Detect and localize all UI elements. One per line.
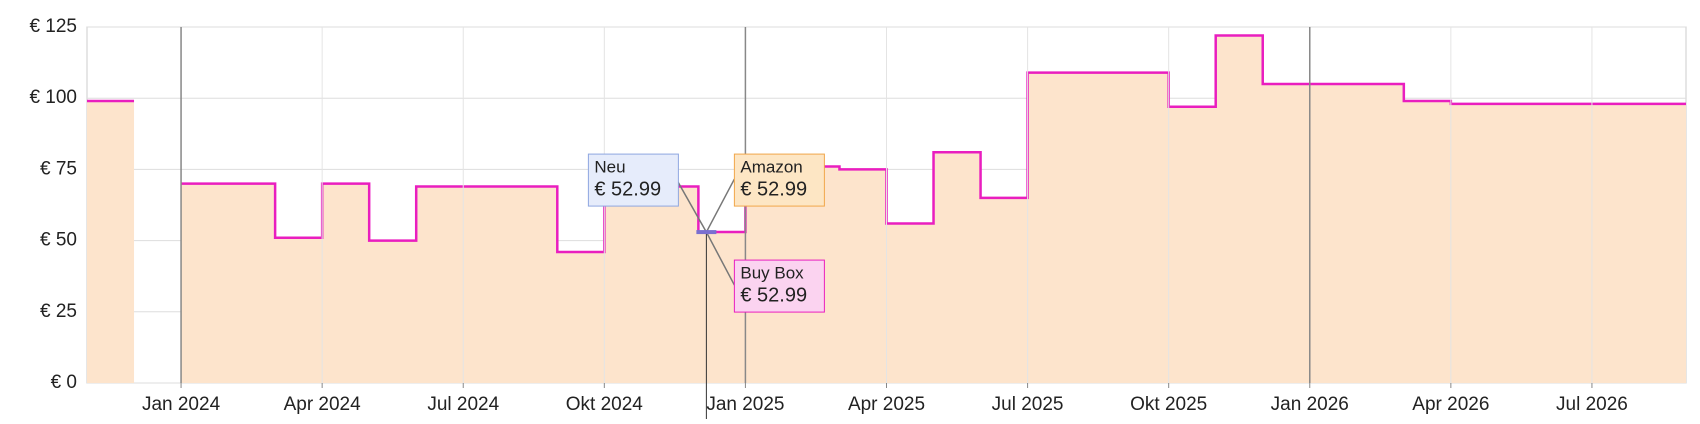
x-tick-label: Apr 2026	[1412, 394, 1489, 415]
cursor-marker	[696, 230, 717, 235]
tooltip-connector	[705, 231, 736, 286]
tooltip: Amazon€ 52.99	[705, 153, 825, 233]
tooltip-box	[587, 153, 679, 207]
tooltip-label: Buy Box	[740, 264, 804, 283]
y-tick-label: € 100	[29, 87, 77, 108]
y-tick-label: € 50	[40, 230, 77, 251]
y-tick-label: € 0	[51, 372, 77, 393]
tooltip-label: Amazon	[740, 158, 802, 177]
tooltip-connector	[675, 178, 708, 233]
x-tick-label: Apr 2024	[284, 394, 362, 415]
x-tick-label: Jul 2025	[992, 394, 1064, 415]
x-tick-label: Jan 2026	[1271, 394, 1349, 415]
x-tick-label: Jul 2026	[1556, 394, 1628, 415]
tooltip-value: € 52.99	[740, 284, 807, 306]
y-tick-label: € 75	[40, 158, 77, 179]
tooltip-value: € 52.99	[740, 178, 807, 200]
tooltip: Neu€ 52.99	[587, 153, 708, 233]
x-tick-label: Jan 2024	[142, 394, 221, 415]
tooltip-box	[733, 153, 825, 207]
tooltip: Buy Box€ 52.99	[705, 231, 825, 313]
y-tick-label: € 25	[40, 301, 77, 322]
y-tick-label: € 125	[29, 16, 77, 37]
x-tick-label: Jan 2025	[706, 394, 784, 415]
x-tick-label: Jul 2024	[427, 394, 499, 415]
x-tick-label: Okt 2025	[1130, 394, 1207, 415]
tooltip-connector	[705, 178, 736, 233]
tooltip-value: € 52.99	[594, 178, 661, 200]
x-tick-label: Apr 2025	[848, 394, 925, 415]
tooltip-label: Neu	[594, 158, 625, 177]
tooltip-box	[733, 259, 825, 313]
x-tick-label: Okt 2024	[566, 394, 644, 415]
